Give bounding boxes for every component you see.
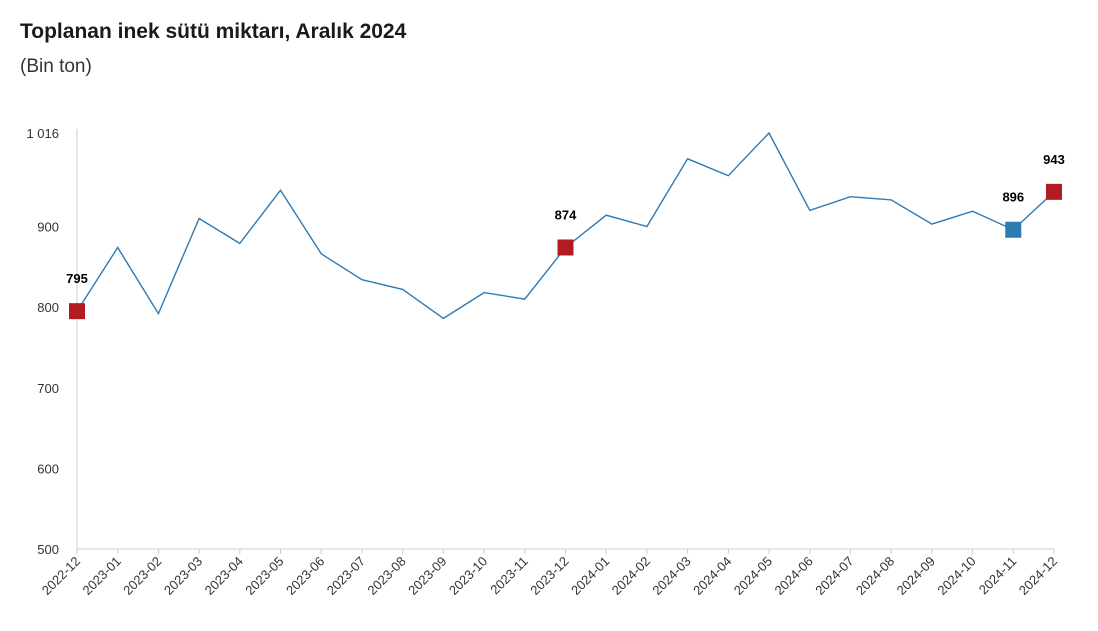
x-tick-label: 2024-03 [649,554,693,598]
y-tick-label: 500 [37,542,59,557]
data-label: 795 [66,271,88,286]
x-tick-label: 2024-04 [690,554,734,598]
highlight-markers: 795 874 896 943 [66,152,1065,320]
x-tick-label: 2023-11 [487,554,531,598]
x-tick-label: 2023-04 [202,554,246,598]
x-tick-label: 2024-02 [609,554,653,598]
series-line [76,131,1055,320]
x-tick-label: 2024-08 [853,554,897,598]
x-tick-label: 2023-02 [120,554,164,598]
x-tick-label: 2023-09 [405,554,449,598]
x-tick-label: 2023-05 [242,554,286,598]
highlight-marker [1046,183,1062,200]
x-tick-label: 2024-06 [772,554,816,598]
x-tick-label: 2023-12 [527,554,571,598]
data-label: 874 [555,207,577,222]
x-tick-label: 2023-06 [283,554,327,598]
x-tick-label: 2024-07 [812,554,856,598]
y-axis-ticks: 500 600 700 800 900 1 016 [26,126,59,557]
x-tick-label: 2024-12 [1016,554,1060,598]
chart-axes [76,129,1054,550]
plot-area [76,131,1055,320]
highlight-marker [1005,221,1022,238]
data-label: 943 [1043,152,1065,167]
x-tick-label: 2024-10 [934,554,978,598]
x-tick-label: 2024-09 [894,554,938,598]
highlight-marker [557,239,574,256]
highlight-marker [69,303,85,320]
chart-subtitle: (Bin ton) [20,56,92,77]
x-tick-label: 2024-05 [731,554,775,598]
x-tick-label: 2024-11 [976,554,1020,598]
x-tick-label: 2023-07 [324,554,368,598]
x-tick-label: 2023-01 [79,554,123,598]
data-label: 896 [1002,190,1024,205]
y-tick-label: 900 [37,220,59,235]
x-tick-label: 2023-03 [161,554,205,598]
y-tick-label: 1 016 [26,126,59,141]
chart-title: Toplanan inek sütü miktarı, Aralık 2024 [20,20,407,43]
y-tick-label: 700 [37,381,59,396]
x-tick-label: 2023-08 [364,554,408,598]
x-tick-label: 2023-10 [446,554,490,598]
x-tick-label: 2024-01 [568,554,612,598]
x-tick-label: 2022-12 [39,554,83,598]
y-tick-label: 600 [37,461,59,476]
y-tick-label: 800 [37,300,59,315]
x-axis-ticks: 2022-122023-012023-022023-032023-042023-… [39,549,1060,598]
